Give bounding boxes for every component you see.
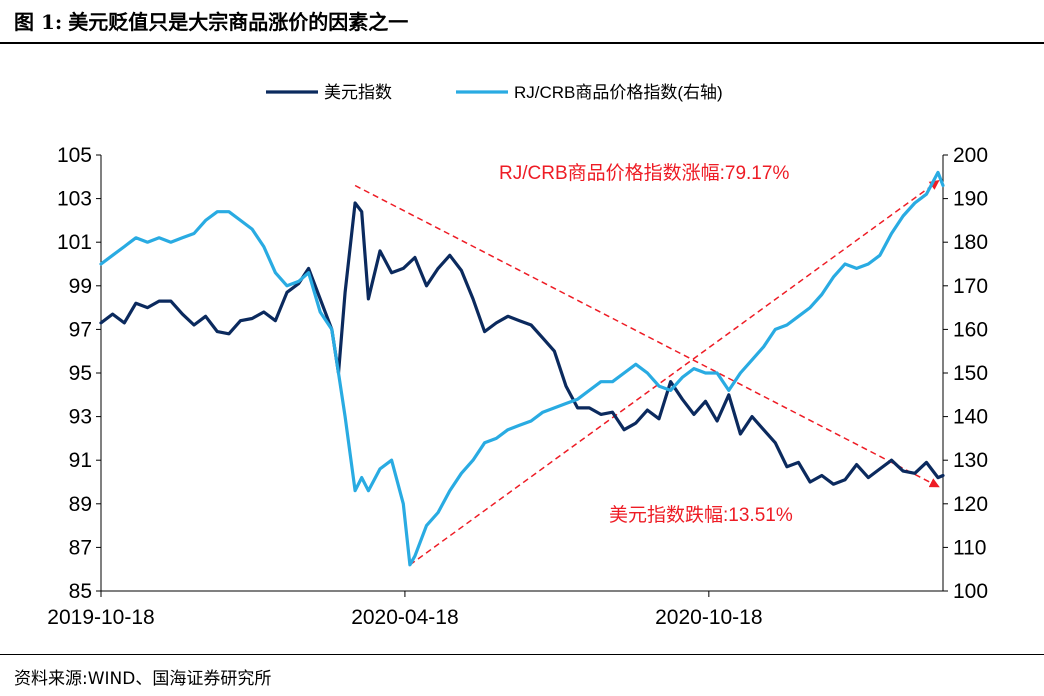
dxy-decline-label: 美元指数跌幅:13.51% <box>609 504 793 526</box>
axes: 85 87 89 91 93 95 97 99 101 103 105 100 110 120 130 140… <box>47 144 988 629</box>
figure-title-text: 美元贬值只是大宗商品涨价的因素之一 <box>68 10 409 34</box>
figure-number: 图 1: <box>14 10 63 34</box>
y-right-tick-label: 100 <box>953 580 988 603</box>
x-tick-label: 2019-10-18 <box>47 606 154 629</box>
legend-label-dxy: 美元指数 <box>324 83 392 102</box>
y-left-tick-label: 91 <box>69 449 92 472</box>
y-left-tick-label: 87 <box>69 536 92 559</box>
crb-growth-arrow <box>409 179 940 566</box>
annotation-labels: RJ/CRB商品价格指数涨幅:79.17% 美元指数跌幅:13.51% <box>499 162 793 526</box>
source-note: 资料来源:WIND、国海证券研究所 <box>14 669 272 689</box>
y-right-tick-label: 110 <box>953 536 986 559</box>
legend: 美元指数 RJ/CRB商品价格指数(右轴) <box>266 83 723 102</box>
dual-axis-line-chart: 85 87 89 91 93 95 97 99 101 103 105 100 110 120 130 140… <box>47 83 988 629</box>
y-left-tick-label: 89 <box>69 493 92 516</box>
y-right-tick-label: 160 <box>953 318 988 341</box>
y-left-tick-label: 99 <box>69 275 92 298</box>
header-rule <box>0 42 1044 44</box>
y-right-tick-label: 180 <box>953 231 988 254</box>
y-left-tick-label: 101 <box>57 231 92 254</box>
y-right-tick-label: 200 <box>953 144 988 167</box>
annotation-layer <box>354 179 940 566</box>
series-line-crb <box>99 170 945 567</box>
dxy-decline-arrow <box>354 184 940 488</box>
y-right-tick-label: 120 <box>953 493 988 516</box>
y-left-tick-label: 85 <box>69 580 92 603</box>
crb-growth-label: RJ/CRB商品价格指数涨幅:79.17% <box>499 162 789 184</box>
x-tick-label: 2020-04-18 <box>351 606 458 629</box>
y-left-tick-label: 103 <box>57 188 92 211</box>
y-right-tick-label: 190 <box>953 188 988 211</box>
series-line-dxy <box>99 201 945 486</box>
y-right-tick-label: 170 <box>953 275 988 298</box>
y-left-tick-label: 95 <box>69 362 92 385</box>
series-layer <box>99 170 945 567</box>
figure-title: 图 1: 美元贬值只是大宗商品涨价的因素之一 <box>14 6 408 35</box>
y-left-tick-label: 93 <box>69 406 92 429</box>
legend-label-crb: RJ/CRB商品价格指数(右轴) <box>514 83 723 102</box>
y-right-tick-label: 150 <box>953 362 988 385</box>
y-left-tick-label: 97 <box>69 318 92 341</box>
footer-rule <box>0 654 1044 655</box>
y-right-tick-label: 140 <box>953 406 988 429</box>
y-left-tick-label: 105 <box>57 144 92 167</box>
figure-header: 图 1: 美元贬值只是大宗商品涨价的因素之一 <box>0 0 1044 44</box>
x-tick-label: 2020-10-18 <box>655 606 762 629</box>
y-right-tick-label: 130 <box>953 449 988 472</box>
chart-container: 85 87 89 91 93 95 97 99 101 103 105 100 110 120 130 140… <box>0 48 1044 650</box>
